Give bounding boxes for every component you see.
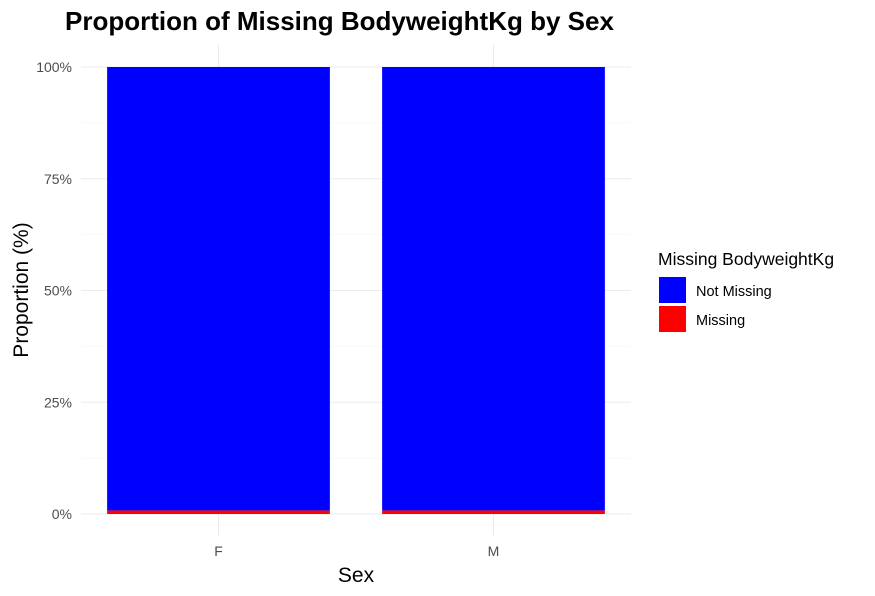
bar-F-not-missing <box>107 67 330 511</box>
y-tick-label: 0% <box>52 506 72 522</box>
legend: Missing BodyweightKg Not Missing Missing <box>658 249 834 332</box>
chart-title: Proportion of Missing BodyweightKg by Se… <box>65 6 614 36</box>
bar-F-missing <box>107 510 330 514</box>
legend-swatch-missing <box>659 306 686 332</box>
legend-title: Missing BodyweightKg <box>658 249 834 269</box>
x-axis-title: Sex <box>338 564 375 587</box>
y-axis-title: Proportion (%) <box>10 222 33 357</box>
x-tick-label: F <box>214 543 223 559</box>
y-tick-label: 50% <box>44 283 72 299</box>
x-tick-label: M <box>488 543 500 559</box>
legend-items: Not Missing Missing <box>659 277 772 332</box>
y-tick-label: 25% <box>44 394 72 410</box>
legend-label: Not Missing <box>696 284 772 300</box>
bars <box>107 67 605 514</box>
bar-M-not-missing <box>382 67 605 511</box>
y-axis-ticks: 0% 25% 50% 75% 100% <box>36 59 72 522</box>
legend-swatch-not-missing <box>659 277 686 303</box>
y-tick-label: 75% <box>44 171 72 187</box>
y-tick-label: 100% <box>36 59 72 75</box>
legend-label: Missing <box>696 313 745 329</box>
bar-M-missing <box>382 510 605 514</box>
